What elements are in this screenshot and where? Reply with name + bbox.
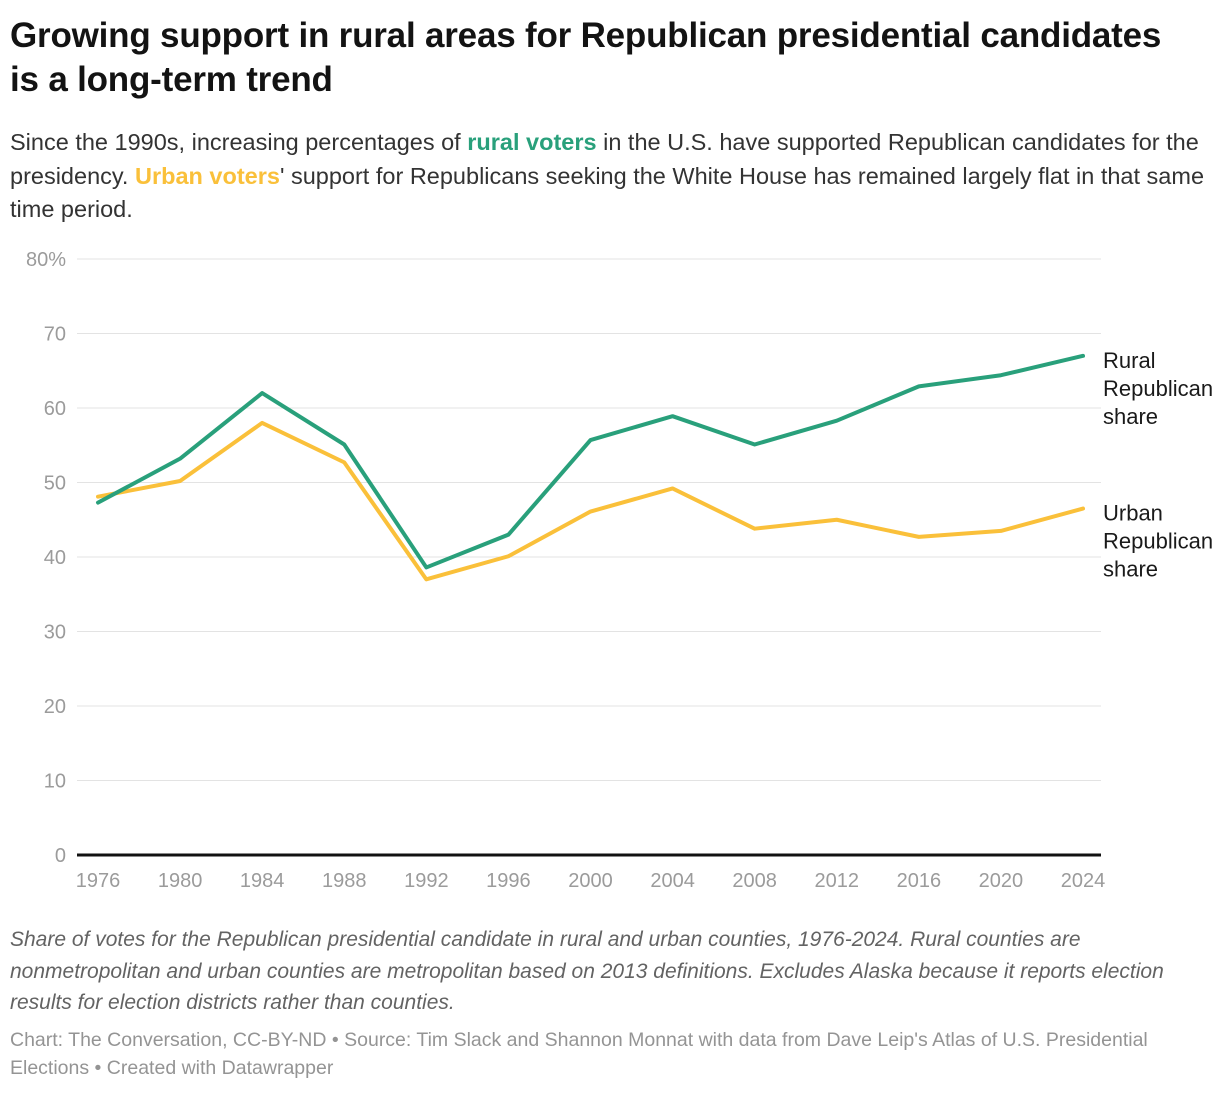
series-line-rural (96, 354, 1085, 570)
subtitle-text-1: Since the 1990s, increasing percentages … (10, 129, 468, 156)
x-tick-label: 2012 (815, 870, 860, 892)
y-tick-label: 40 (44, 547, 66, 569)
x-tick-label: 2004 (650, 870, 695, 892)
y-tick-label: 20 (44, 696, 66, 718)
x-tick-label: 1976 (76, 870, 121, 892)
x-tick-label: 1980 (158, 870, 203, 892)
series-label-rural: Republican (1103, 376, 1213, 401)
series-label-urban: share (1103, 557, 1158, 582)
series-label-rural: Rural (1103, 348, 1156, 373)
subtitle-text-2: in the U.S. have supported Republican ca… (10, 129, 1199, 189)
series-label-urban: Republican (1103, 529, 1213, 554)
chart-title: Growing support in rural areas for Repub… (10, 16, 1162, 100)
y-tick-label: 0 (55, 845, 66, 867)
line-chart: 0 10 20 30 40 50 60 70 80% 1976 1980 1984 1988 1992 19… (26, 249, 1213, 892)
y-tick-label: 70 (44, 324, 66, 346)
x-tick-label: 1984 (240, 870, 285, 892)
rural-voters-highlight: rural voters (467, 129, 597, 156)
y-tick-label: 60 (44, 398, 66, 420)
x-tick-label: 2020 (979, 870, 1024, 892)
series-label-rural: share (1103, 404, 1158, 429)
series-line-urban (96, 421, 1085, 582)
x-tick-label: 1992 (404, 870, 449, 892)
subtitle-text-3: ' support for Republicans seeking the Wh… (10, 162, 1205, 222)
x-tick-label: 1996 (486, 870, 531, 892)
y-tick-label: 10 (44, 771, 66, 793)
chart-credit: Chart: The Conversation, CC-BY-ND • Sour… (10, 1028, 1148, 1080)
y-tick-label: 30 (44, 622, 66, 644)
series-label-urban: Urban (1103, 501, 1163, 526)
chart-subtitle: Since the 1990s, increasing percentages … (10, 126, 1210, 226)
x-tick-label: 2024 (1061, 870, 1106, 892)
y-tick-label: 50 (44, 473, 66, 495)
x-tick-label: 2008 (732, 870, 777, 892)
x-tick-label: 2000 (568, 870, 613, 892)
chart-note: Share of votes for the Republican presid… (10, 928, 1164, 1015)
urban-voters-highlight: Urban voters (134, 162, 280, 189)
x-tick-label: 2016 (897, 870, 942, 892)
y-tick-label: 80% (26, 249, 66, 271)
x-tick-label: 1988 (322, 870, 367, 892)
